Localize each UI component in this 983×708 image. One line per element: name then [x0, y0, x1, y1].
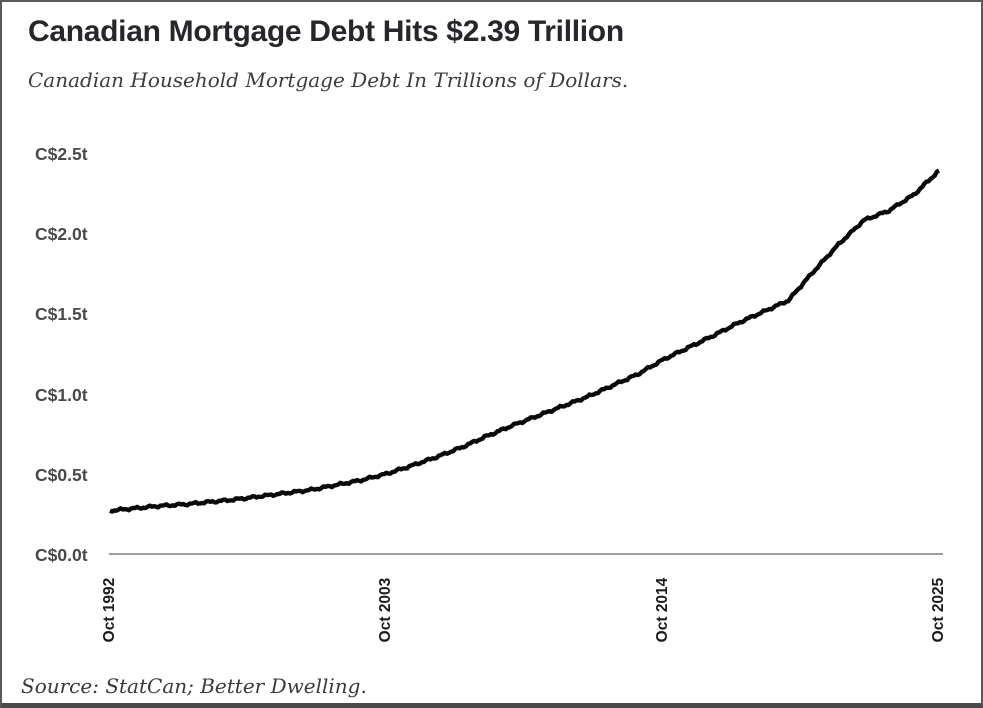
y-tick-label: C$0.5t	[35, 464, 88, 485]
x-tick-label: Oct 2025	[930, 577, 947, 643]
x-tick-label: Oct 1992	[101, 577, 118, 643]
y-tick-label: C$1.0t	[35, 384, 88, 405]
x-tick-label: Oct 2014	[653, 577, 671, 643]
debt-line-series	[109, 168, 941, 514]
source-note: Source: StatCan; Better Dwelling.	[21, 674, 367, 698]
chart-title: Canadian Mortgage Debt Hits $2.39 Trilli…	[28, 15, 624, 48]
y-tick-label: C$0.0t	[35, 545, 88, 565]
y-tick-label: C$2.5t	[35, 144, 88, 164]
x-tick-label: Oct 2003	[377, 577, 395, 643]
chart-subtitle: Canadian Household Mortgage Debt In Tril…	[28, 68, 629, 92]
y-tick-label: C$1.5t	[35, 304, 88, 325]
y-tick-label: C$2.0t	[35, 224, 88, 245]
